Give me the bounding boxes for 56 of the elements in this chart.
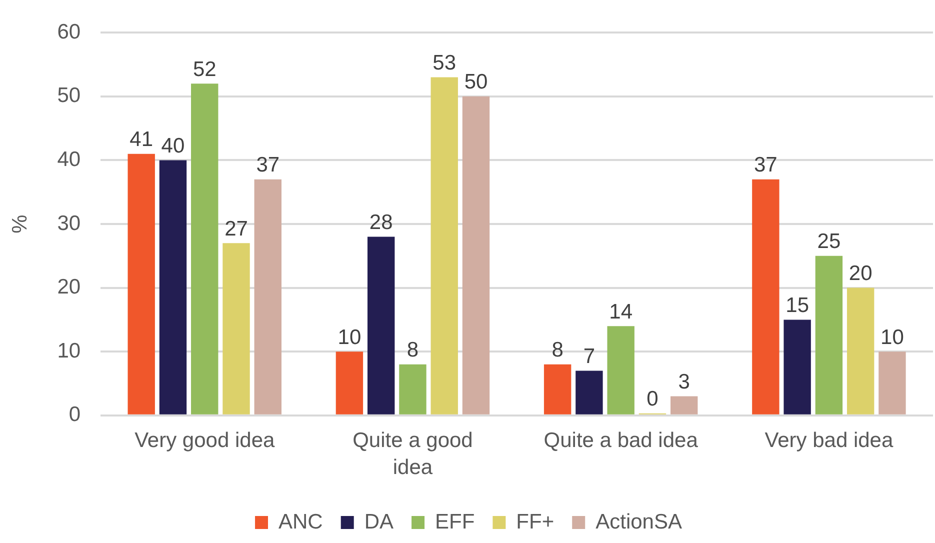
bar bbox=[336, 352, 364, 414]
bar bbox=[784, 320, 811, 414]
bar bbox=[128, 154, 155, 414]
legend-label: ActionSA bbox=[596, 510, 682, 534]
bar bbox=[752, 179, 780, 414]
bar bbox=[846, 288, 874, 414]
legend-label: DA bbox=[364, 510, 394, 534]
data-label: 8 bbox=[406, 338, 419, 362]
data-label: 10 bbox=[880, 326, 904, 349]
y-tick-label: 40 bbox=[57, 148, 81, 171]
data-label: 37 bbox=[256, 154, 280, 177]
data-label: 14 bbox=[609, 300, 633, 324]
data-label: 28 bbox=[369, 211, 393, 234]
x-tick-label: Very bad idea bbox=[764, 428, 894, 452]
y-tick-label: 30 bbox=[57, 212, 81, 235]
bar bbox=[191, 84, 218, 414]
bar bbox=[607, 326, 634, 414]
data-label: 3 bbox=[678, 370, 690, 394]
legend-label: EFF bbox=[435, 510, 475, 534]
y-tick-label: 0 bbox=[68, 403, 81, 426]
x-tick-label: Quite a bad idea bbox=[544, 428, 698, 452]
legend-label: FF+ bbox=[516, 510, 554, 534]
data-label: 0 bbox=[646, 388, 658, 411]
data-label: 40 bbox=[161, 134, 185, 158]
y-tick-label: 60 bbox=[57, 20, 81, 44]
bar bbox=[399, 364, 426, 414]
bar bbox=[430, 77, 458, 414]
bar bbox=[367, 236, 395, 414]
data-label: 10 bbox=[338, 326, 362, 349]
bar bbox=[159, 160, 187, 414]
y-axis-title: % bbox=[8, 214, 32, 234]
legend-label: ANC bbox=[278, 510, 323, 534]
data-label: 25 bbox=[817, 230, 841, 254]
y-tick-label: 50 bbox=[57, 84, 81, 108]
x-tick-label: Very good idea bbox=[134, 428, 275, 452]
bar bbox=[878, 352, 906, 414]
bar bbox=[576, 370, 603, 414]
data-label: 52 bbox=[192, 58, 216, 81]
data-label: 37 bbox=[754, 154, 778, 177]
bar bbox=[815, 256, 843, 414]
bar bbox=[254, 179, 282, 414]
bar bbox=[222, 243, 250, 414]
y-tick-label: 20 bbox=[57, 276, 81, 299]
data-label: 8 bbox=[552, 338, 564, 362]
data-label: 7 bbox=[583, 345, 596, 368]
data-label: 53 bbox=[432, 52, 456, 75]
y-tick-label: 10 bbox=[57, 339, 81, 362]
bar bbox=[462, 96, 490, 414]
data-label: 27 bbox=[224, 217, 248, 240]
data-label: 50 bbox=[464, 70, 488, 94]
data-label: 15 bbox=[786, 294, 809, 317]
bar bbox=[670, 396, 698, 414]
x-tick-label: Quite a good idea bbox=[352, 428, 473, 480]
data-label: 41 bbox=[130, 128, 154, 152]
bar bbox=[544, 364, 572, 414]
data-label: 20 bbox=[848, 262, 872, 286]
